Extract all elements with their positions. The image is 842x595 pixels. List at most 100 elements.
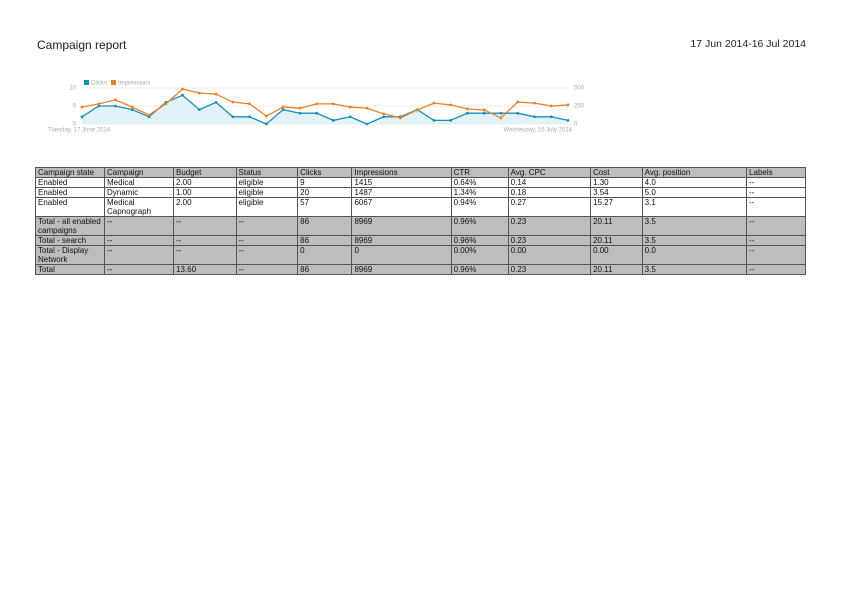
table-cell: 0.94% — [450, 197, 509, 217]
header-cell: CTR — [450, 167, 509, 178]
table-cell: 0.23 — [507, 235, 592, 246]
point — [97, 102, 101, 106]
table-row: Enabled Medical Capnograph 2.00 eligible 57 6… — [35, 197, 806, 217]
table-cell: 0.96% — [450, 216, 509, 236]
x-tick-label: Wednesday, 16 July 2014 — [504, 128, 573, 134]
point — [549, 115, 553, 119]
point — [231, 100, 235, 104]
table-cell: 1.34% — [450, 187, 509, 198]
table-cell: 20 — [297, 187, 353, 198]
table-cell: 1.30 — [590, 177, 643, 188]
header-cell: Avg. CPC — [507, 167, 592, 178]
header-cell: Clicks — [297, 167, 353, 178]
table-cell: Medical Capnograph — [104, 197, 174, 217]
table-cell: -- — [173, 216, 237, 236]
table-cell: Dynamic — [104, 187, 174, 198]
table-cell: 0.96% — [450, 235, 509, 246]
table-cell: 3.5 — [641, 235, 748, 246]
point — [114, 104, 117, 108]
series-line — [81, 94, 569, 125]
table-cell: eligible — [235, 177, 299, 188]
table-cell: 57 — [297, 197, 353, 217]
table-cell: -- — [746, 177, 806, 188]
point — [281, 105, 285, 109]
point — [214, 92, 218, 96]
table-cell: 6067 — [351, 197, 452, 217]
y-tick-label: 5 — [73, 104, 77, 110]
point — [516, 100, 520, 104]
point — [80, 105, 84, 109]
point — [499, 111, 503, 115]
point — [315, 102, 319, 106]
point — [432, 119, 436, 122]
table-cell: 86 — [297, 264, 353, 275]
table-cell: 0.23 — [507, 264, 592, 275]
y2-tick-label: 0 — [574, 122, 578, 128]
header-cell: Impressions — [351, 167, 452, 178]
table-cell: 9 — [297, 177, 353, 188]
legend-label: Impressions — [118, 81, 150, 87]
table-cell: 0.00% — [450, 245, 509, 265]
table-cell: -- — [235, 216, 299, 236]
header-cell: Labels — [746, 167, 806, 178]
header-cell: Cost — [590, 167, 643, 178]
legend-swatch — [111, 80, 116, 85]
point — [331, 102, 335, 106]
table-cell: Total - all enabled campaigns — [35, 216, 105, 236]
table-row: Total - Display Network -- -- -- 0 0 0.00% 0.00… — [35, 245, 806, 265]
point — [281, 108, 285, 111]
table-cell: 86 — [297, 216, 353, 236]
table-cell: 15.27 — [590, 197, 643, 217]
table-cell: Total — [35, 264, 105, 275]
table-cell: 20.11 — [590, 216, 643, 236]
table-cell: -- — [746, 245, 806, 265]
point — [264, 114, 268, 118]
point — [248, 115, 251, 119]
point — [181, 87, 184, 91]
area — [82, 95, 568, 124]
point — [449, 103, 453, 107]
point — [97, 104, 101, 108]
header-row: Campaign state Campaign Budget Status Clicks… — [35, 167, 806, 178]
table-cell: 0.96% — [450, 264, 509, 275]
point — [181, 93, 184, 97]
table-cell: -- — [104, 216, 174, 236]
table-row: Enabled Medical 2.00 eligible 9 1415 0.64% 0.14… — [35, 177, 806, 188]
table-cell: 0.27 — [507, 197, 592, 217]
point — [214, 101, 218, 104]
point — [348, 105, 352, 109]
point — [130, 108, 134, 111]
table-cell: 0 — [351, 245, 452, 265]
table-cell: -- — [104, 245, 174, 265]
table-cell: Medical — [104, 177, 174, 188]
table-cell: 3.5 — [641, 216, 748, 236]
point — [164, 102, 168, 106]
table-cell: 8969 — [351, 235, 452, 246]
point — [197, 108, 201, 111]
table-row: Total - search -- -- -- 86 8969 0.96% 0.23 20.11… — [35, 235, 806, 246]
point — [331, 119, 335, 122]
table-cell: 0.64% — [450, 177, 509, 188]
table-cell: -- — [746, 187, 806, 198]
table-cell: 0.00 — [590, 245, 643, 265]
point — [382, 112, 386, 116]
table-cell: 1415 — [351, 177, 452, 188]
table-cell: 13.60 — [173, 264, 237, 275]
point — [365, 122, 369, 126]
table-cell: 86 — [297, 235, 353, 246]
table-cell: 1.00 — [173, 187, 237, 198]
table-cell: eligible — [235, 197, 299, 217]
table-cell: eligible — [235, 187, 299, 198]
table-cell: 20.11 — [590, 264, 643, 275]
point — [533, 115, 536, 119]
point — [315, 111, 319, 115]
table-cell: 3.1 — [641, 197, 748, 217]
point — [365, 106, 369, 110]
point — [130, 105, 134, 109]
point — [482, 111, 486, 115]
x-tick-label: Tuesday, 17 June 2014 — [48, 128, 111, 134]
header-cell: Status — [235, 167, 299, 178]
table-cell: 20.11 — [590, 235, 643, 246]
report-title: Campaign report — [37, 38, 127, 52]
